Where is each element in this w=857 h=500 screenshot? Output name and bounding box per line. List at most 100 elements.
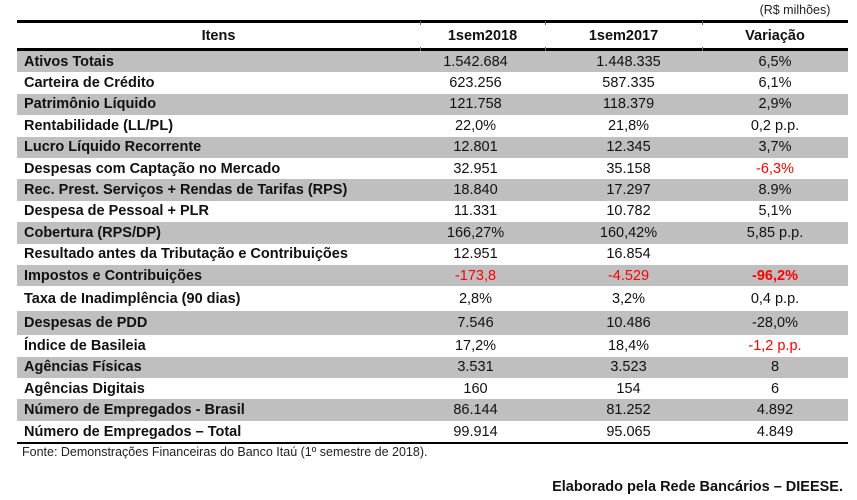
- row-value-2018: 11.331: [453, 203, 498, 220]
- row-item: Índice de Basileia: [24, 337, 146, 354]
- row-item: Despesas com Captação no Mercado: [24, 160, 281, 177]
- table-body: Ativos Totais 1.542.684 1.448.335 6,5% C…: [17, 49, 848, 444]
- table-header-row: Itens 1sem2018 1sem2017 Variação: [17, 19, 848, 51]
- row-value-2017: 12.345: [545, 136, 702, 158]
- row-item: Lucro Líquido Recorrente: [17, 136, 420, 158]
- row-value-2018: 2,8%: [458, 290, 493, 307]
- row-variation: 6,5%: [702, 49, 848, 73]
- row-variation-negative: -96,2%: [702, 264, 848, 287]
- row-value-2018: 160: [463, 380, 488, 397]
- indicators-table-container: Itens 1sem2018 1sem2017 Variação Ativos …: [17, 19, 848, 445]
- row-value-2018: 86.144: [420, 399, 545, 421]
- row-variation: 2,9%: [702, 93, 848, 116]
- row-item: Rec. Prest. Serviços + Rendas de Tarifas…: [17, 179, 420, 201]
- row-value-2018: 7.546: [420, 310, 545, 336]
- table-row: Despesas de PDD 7.546 10.486 -28,0%: [17, 310, 848, 336]
- row-value-2017: 3,2%: [611, 290, 646, 307]
- table-row: Cobertura (RPS/DP) 166,27% 160,42% 5,85 …: [17, 222, 848, 244]
- row-item: Carteira de Crédito: [24, 75, 155, 92]
- row-variation: 5,85 p.p.: [702, 222, 848, 244]
- unit-note: (R$ milhões): [759, 3, 831, 17]
- table-row: Agências Digitais 160 154 6: [17, 378, 848, 399]
- header-1sem2018: 1sem2018: [420, 19, 545, 51]
- row-value-2018: 12.801: [420, 136, 545, 158]
- row-variation: [702, 244, 848, 265]
- table-row: Despesas com Captação no Mercado 32.951 …: [17, 158, 848, 179]
- indicators-table: Itens 1sem2018 1sem2017 Variação Ativos …: [17, 19, 848, 445]
- table-row: Impostos e Contribuições -173,8 -4.529 -…: [17, 264, 848, 287]
- row-variation: 8.9%: [702, 179, 848, 201]
- row-value-2018: 121.758: [420, 93, 545, 116]
- row-value-2018: 623.256: [449, 75, 502, 92]
- source-note: Fonte: Demonstrações Financeiras do Banc…: [22, 445, 428, 459]
- row-value-2018-negative: -173,8: [420, 264, 545, 287]
- row-value-2018: 18.840: [420, 179, 545, 201]
- table-row: Carteira de Crédito 623.256 587.335 6,1%: [17, 72, 848, 93]
- row-variation: 0,2 p.p.: [750, 117, 800, 134]
- row-value-2017-negative: -4.529: [545, 264, 702, 287]
- row-item: Despesas de PDD: [17, 310, 420, 336]
- row-value-2018: 17,2%: [454, 337, 497, 354]
- row-value-2017: 16.854: [606, 246, 651, 263]
- row-variation: 3,7%: [702, 136, 848, 158]
- row-value-2018: 99.914: [453, 423, 498, 440]
- row-value-2017: 95.065: [606, 423, 651, 440]
- header-variation: Variação: [702, 19, 848, 51]
- header-1sem2017: 1sem2017: [545, 19, 702, 51]
- row-variation: -28,0%: [702, 310, 848, 336]
- row-value-2017: 1.448.335: [545, 49, 702, 73]
- row-variation: 4.849: [756, 423, 794, 440]
- row-value-2017: 17.297: [545, 179, 702, 201]
- row-value-2017: 18,4%: [607, 337, 650, 354]
- table-row: Patrimônio Líquido 121.758 118.379 2,9%: [17, 93, 848, 116]
- row-value-2017: 35.158: [606, 160, 651, 177]
- row-variation-negative: -1,2 p.p.: [748, 337, 802, 354]
- table-row: Rentabilidade (LL/PL) 22,0% 21,8% 0,2 p.…: [17, 115, 848, 136]
- table-row: Resultado antes da Tributação e Contribu…: [17, 244, 848, 265]
- row-item: Número de Empregados - Brasil: [17, 399, 420, 421]
- row-item: Impostos e Contribuições: [17, 264, 420, 287]
- row-variation: 0,4 p.p.: [750, 290, 800, 307]
- row-variation: 8: [702, 356, 848, 379]
- row-value-2017: 10.486: [545, 310, 702, 336]
- row-item: Ativos Totais: [17, 49, 420, 73]
- row-item: Patrimônio Líquido: [17, 93, 420, 116]
- row-item: Taxa de Inadimplência (90 dias): [24, 290, 241, 307]
- row-value-2017: 587.335: [602, 75, 655, 92]
- row-value-2018: 22,0%: [454, 117, 497, 134]
- row-item: Resultado antes da Tributação e Contribu…: [24, 246, 348, 263]
- row-variation: 6,1%: [758, 75, 792, 92]
- row-variation: 5,1%: [758, 203, 792, 220]
- table-row: Taxa de Inadimplência (90 dias) 2,8% 3,2…: [17, 286, 848, 311]
- table-row: Lucro Líquido Recorrente 12.801 12.345 3…: [17, 136, 848, 158]
- table-row: Número de Empregados - Brasil 86.144 81.…: [17, 399, 848, 421]
- table-row: Despesa de Pessoal + PLR 11.331 10.782 5…: [17, 201, 848, 222]
- clipped-title-fragment: [0, 0, 857, 3]
- row-variation-negative: -6,3%: [756, 160, 794, 177]
- row-value-2017: 81.252: [545, 399, 702, 421]
- row-variation: 6: [770, 380, 780, 397]
- row-value-2017: 10.782: [606, 203, 651, 220]
- row-variation: 4.892: [702, 399, 848, 421]
- row-value-2017: 21,8%: [607, 117, 650, 134]
- credit-line: Elaborado pela Rede Bancários – DIEESE.: [552, 479, 843, 495]
- row-value-2017: 3.523: [545, 356, 702, 379]
- table-row: Ativos Totais 1.542.684 1.448.335 6,5%: [17, 49, 848, 73]
- row-value-2018: 166,27%: [420, 222, 545, 244]
- row-item: Cobertura (RPS/DP): [17, 222, 420, 244]
- row-item: Agências Físicas: [17, 356, 420, 379]
- row-value-2017: 160,42%: [545, 222, 702, 244]
- table-row: Número de Empregados – Total 99.914 95.0…: [17, 421, 848, 443]
- row-value-2017: 118.379: [545, 93, 702, 116]
- row-item: Rentabilidade (LL/PL): [24, 117, 174, 134]
- row-value-2018: 1.542.684: [420, 49, 545, 73]
- row-value-2018: 3.531: [420, 356, 545, 379]
- header-items: Itens: [17, 21, 420, 51]
- row-value-2018: 32.951: [453, 160, 498, 177]
- row-value-2017: 154: [616, 380, 641, 397]
- table-row: Índice de Basileia 17,2% 18,4% -1,2 p.p.: [17, 335, 848, 356]
- row-value-2018: 12.951: [453, 246, 498, 263]
- row-item: Agências Digitais: [24, 380, 145, 397]
- row-item: Número de Empregados – Total: [24, 423, 242, 440]
- table-row: Agências Físicas 3.531 3.523 8: [17, 356, 848, 379]
